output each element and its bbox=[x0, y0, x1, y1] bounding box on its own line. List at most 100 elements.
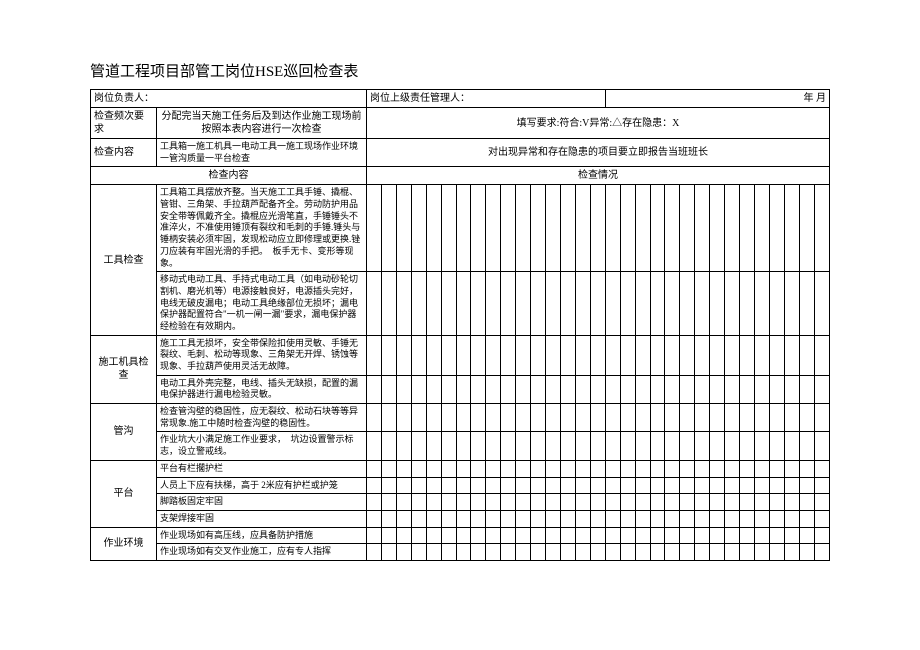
check-cell[interactable] bbox=[620, 527, 635, 544]
check-cell[interactable] bbox=[396, 185, 411, 272]
check-cell[interactable] bbox=[367, 404, 382, 432]
check-cell[interactable] bbox=[546, 527, 561, 544]
check-cell[interactable] bbox=[740, 404, 755, 432]
check-cell[interactable] bbox=[381, 460, 396, 477]
check-cell[interactable] bbox=[575, 510, 590, 527]
check-cell[interactable] bbox=[456, 375, 471, 403]
check-cell[interactable] bbox=[560, 432, 575, 460]
check-cell[interactable] bbox=[590, 404, 605, 432]
check-cell[interactable] bbox=[814, 510, 829, 527]
check-cell[interactable] bbox=[531, 185, 546, 272]
check-cell[interactable] bbox=[814, 375, 829, 403]
check-cell[interactable] bbox=[620, 477, 635, 494]
check-cell[interactable] bbox=[814, 527, 829, 544]
check-cell[interactable] bbox=[531, 404, 546, 432]
check-cell[interactable] bbox=[590, 477, 605, 494]
check-cell[interactable] bbox=[799, 432, 814, 460]
check-cell[interactable] bbox=[501, 477, 516, 494]
check-cell[interactable] bbox=[769, 375, 784, 403]
check-cell[interactable] bbox=[784, 335, 799, 375]
check-cell[interactable] bbox=[784, 432, 799, 460]
check-cell[interactable] bbox=[381, 432, 396, 460]
check-cell[interactable] bbox=[367, 494, 382, 511]
check-cell[interactable] bbox=[501, 335, 516, 375]
check-cell[interactable] bbox=[799, 510, 814, 527]
check-cell[interactable] bbox=[441, 404, 456, 432]
check-cell[interactable] bbox=[441, 185, 456, 272]
check-cell[interactable] bbox=[516, 404, 531, 432]
check-cell[interactable] bbox=[441, 432, 456, 460]
check-cell[interactable] bbox=[560, 544, 575, 561]
check-cell[interactable] bbox=[725, 185, 740, 272]
check-cell[interactable] bbox=[799, 544, 814, 561]
check-cell[interactable] bbox=[367, 272, 382, 335]
check-cell[interactable] bbox=[695, 494, 710, 511]
check-cell[interactable] bbox=[740, 375, 755, 403]
check-cell[interactable] bbox=[620, 375, 635, 403]
check-cell[interactable] bbox=[754, 185, 769, 272]
check-cell[interactable] bbox=[680, 510, 695, 527]
check-cell[interactable] bbox=[710, 510, 725, 527]
check-cell[interactable] bbox=[799, 460, 814, 477]
check-cell[interactable] bbox=[725, 335, 740, 375]
check-cell[interactable] bbox=[635, 272, 650, 335]
check-cell[interactable] bbox=[769, 432, 784, 460]
check-cell[interactable] bbox=[769, 527, 784, 544]
check-cell[interactable] bbox=[456, 404, 471, 432]
check-cell[interactable] bbox=[814, 477, 829, 494]
check-cell[interactable] bbox=[605, 527, 620, 544]
check-cell[interactable] bbox=[531, 510, 546, 527]
check-cell[interactable] bbox=[590, 185, 605, 272]
check-cell[interactable] bbox=[396, 460, 411, 477]
check-cell[interactable] bbox=[590, 527, 605, 544]
check-cell[interactable] bbox=[799, 335, 814, 375]
check-cell[interactable] bbox=[486, 432, 501, 460]
check-cell[interactable] bbox=[486, 544, 501, 561]
check-cell[interactable] bbox=[605, 477, 620, 494]
check-cell[interactable] bbox=[605, 185, 620, 272]
check-cell[interactable] bbox=[546, 510, 561, 527]
check-cell[interactable] bbox=[471, 460, 486, 477]
check-cell[interactable] bbox=[620, 404, 635, 432]
check-cell[interactable] bbox=[441, 272, 456, 335]
check-cell[interactable] bbox=[725, 494, 740, 511]
check-cell[interactable] bbox=[620, 272, 635, 335]
check-cell[interactable] bbox=[575, 477, 590, 494]
check-cell[interactable] bbox=[486, 460, 501, 477]
check-cell[interactable] bbox=[665, 510, 680, 527]
check-cell[interactable] bbox=[650, 404, 665, 432]
check-cell[interactable] bbox=[486, 404, 501, 432]
check-cell[interactable] bbox=[531, 375, 546, 403]
check-cell[interactable] bbox=[725, 404, 740, 432]
check-cell[interactable] bbox=[680, 477, 695, 494]
check-cell[interactable] bbox=[620, 510, 635, 527]
check-cell[interactable] bbox=[575, 432, 590, 460]
check-cell[interactable] bbox=[680, 460, 695, 477]
check-cell[interactable] bbox=[381, 404, 396, 432]
check-cell[interactable] bbox=[471, 272, 486, 335]
check-cell[interactable] bbox=[560, 527, 575, 544]
check-cell[interactable] bbox=[426, 404, 441, 432]
check-cell[interactable] bbox=[575, 335, 590, 375]
check-cell[interactable] bbox=[680, 432, 695, 460]
check-cell[interactable] bbox=[680, 375, 695, 403]
check-cell[interactable] bbox=[710, 527, 725, 544]
check-cell[interactable] bbox=[367, 510, 382, 527]
check-cell[interactable] bbox=[367, 460, 382, 477]
check-cell[interactable] bbox=[710, 404, 725, 432]
check-cell[interactable] bbox=[560, 375, 575, 403]
check-cell[interactable] bbox=[546, 432, 561, 460]
check-cell[interactable] bbox=[426, 510, 441, 527]
check-cell[interactable] bbox=[635, 404, 650, 432]
check-cell[interactable] bbox=[695, 460, 710, 477]
check-cell[interactable] bbox=[575, 185, 590, 272]
check-cell[interactable] bbox=[486, 510, 501, 527]
check-cell[interactable] bbox=[784, 185, 799, 272]
check-cell[interactable] bbox=[725, 527, 740, 544]
check-cell[interactable] bbox=[635, 432, 650, 460]
check-cell[interactable] bbox=[486, 272, 501, 335]
check-cell[interactable] bbox=[605, 375, 620, 403]
check-cell[interactable] bbox=[367, 375, 382, 403]
check-cell[interactable] bbox=[650, 477, 665, 494]
check-cell[interactable] bbox=[754, 460, 769, 477]
